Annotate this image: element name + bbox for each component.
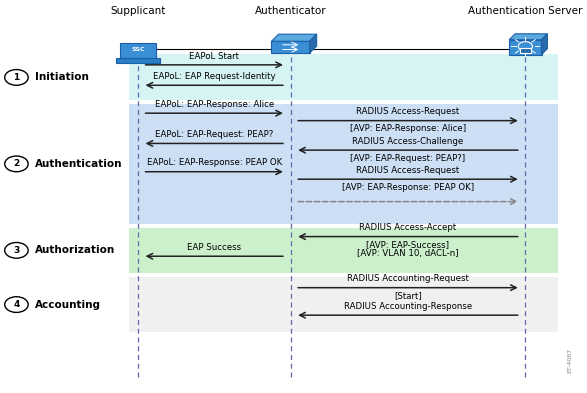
- Text: [Start]: [Start]: [394, 291, 422, 300]
- Text: [AVP: VLAN 10, dACL-n]: [AVP: VLAN 10, dACL-n]: [357, 249, 459, 258]
- Bar: [129, 104, 558, 224]
- Text: Authentication: Authentication: [35, 159, 123, 169]
- Circle shape: [5, 70, 28, 85]
- Polygon shape: [271, 34, 317, 41]
- Text: Accounting: Accounting: [35, 299, 101, 310]
- Bar: [129, 54, 558, 100]
- Polygon shape: [310, 34, 317, 53]
- Bar: [271, 41, 310, 53]
- Text: [AVP: EAP-Request: PEAP?]: [AVP: EAP-Request: PEAP?]: [350, 154, 465, 163]
- Text: ET-4087: ET-4087: [567, 348, 572, 373]
- Bar: [116, 58, 160, 63]
- Text: Initiation: Initiation: [35, 72, 89, 83]
- Text: RADIUS Access-Accept: RADIUS Access-Accept: [359, 223, 457, 232]
- Text: RADIUS Accounting-Request: RADIUS Accounting-Request: [347, 274, 469, 283]
- Text: EAP Success: EAP Success: [187, 243, 241, 252]
- Text: EAPoL: EAP-Response: Alice: EAPoL: EAP-Response: Alice: [154, 100, 274, 109]
- Circle shape: [5, 242, 28, 258]
- Text: [AVP: EAP-Success]: [AVP: EAP-Success]: [366, 240, 450, 249]
- Text: EAPoL: EAP-Request: PEAP?: EAPoL: EAP-Request: PEAP?: [155, 130, 274, 139]
- Text: [AVP: EAP-Response: Alice]: [AVP: EAP-Response: Alice]: [350, 124, 466, 133]
- Bar: [510, 40, 542, 55]
- Text: [AVP: EAP-Response: PEAP OK]: [AVP: EAP-Response: PEAP OK]: [342, 183, 474, 192]
- Text: EAPoL: EAP-Response: PEAP OK: EAPoL: EAP-Response: PEAP OK: [147, 158, 282, 167]
- Text: RADIUS Accounting-Response: RADIUS Accounting-Response: [344, 302, 472, 311]
- Text: SSC: SSC: [131, 47, 144, 52]
- Bar: [129, 228, 558, 273]
- Text: 1: 1: [14, 73, 19, 82]
- Text: RADIUS Access-Challenge: RADIUS Access-Challenge: [352, 137, 464, 146]
- Text: 2: 2: [14, 160, 19, 168]
- Circle shape: [5, 156, 28, 172]
- Text: Authenticator: Authenticator: [255, 6, 326, 16]
- Text: EAPoL Start: EAPoL Start: [189, 51, 239, 61]
- Polygon shape: [541, 34, 547, 55]
- Text: Authorization: Authorization: [35, 245, 116, 255]
- Text: RADIUS Access-Request: RADIUS Access-Request: [356, 166, 460, 175]
- Text: 4: 4: [14, 300, 19, 309]
- Text: Authentication Server: Authentication Server: [468, 6, 582, 16]
- Bar: [120, 43, 156, 58]
- Bar: [129, 277, 558, 332]
- Bar: [520, 48, 531, 53]
- Text: Supplicant: Supplicant: [110, 6, 166, 16]
- Text: EAPoL: EAP Request-Identity: EAPoL: EAP Request-Identity: [153, 72, 275, 81]
- Text: RADIUS Access-Request: RADIUS Access-Request: [356, 107, 460, 116]
- Polygon shape: [510, 34, 547, 40]
- Circle shape: [5, 297, 28, 312]
- Text: 3: 3: [14, 246, 19, 255]
